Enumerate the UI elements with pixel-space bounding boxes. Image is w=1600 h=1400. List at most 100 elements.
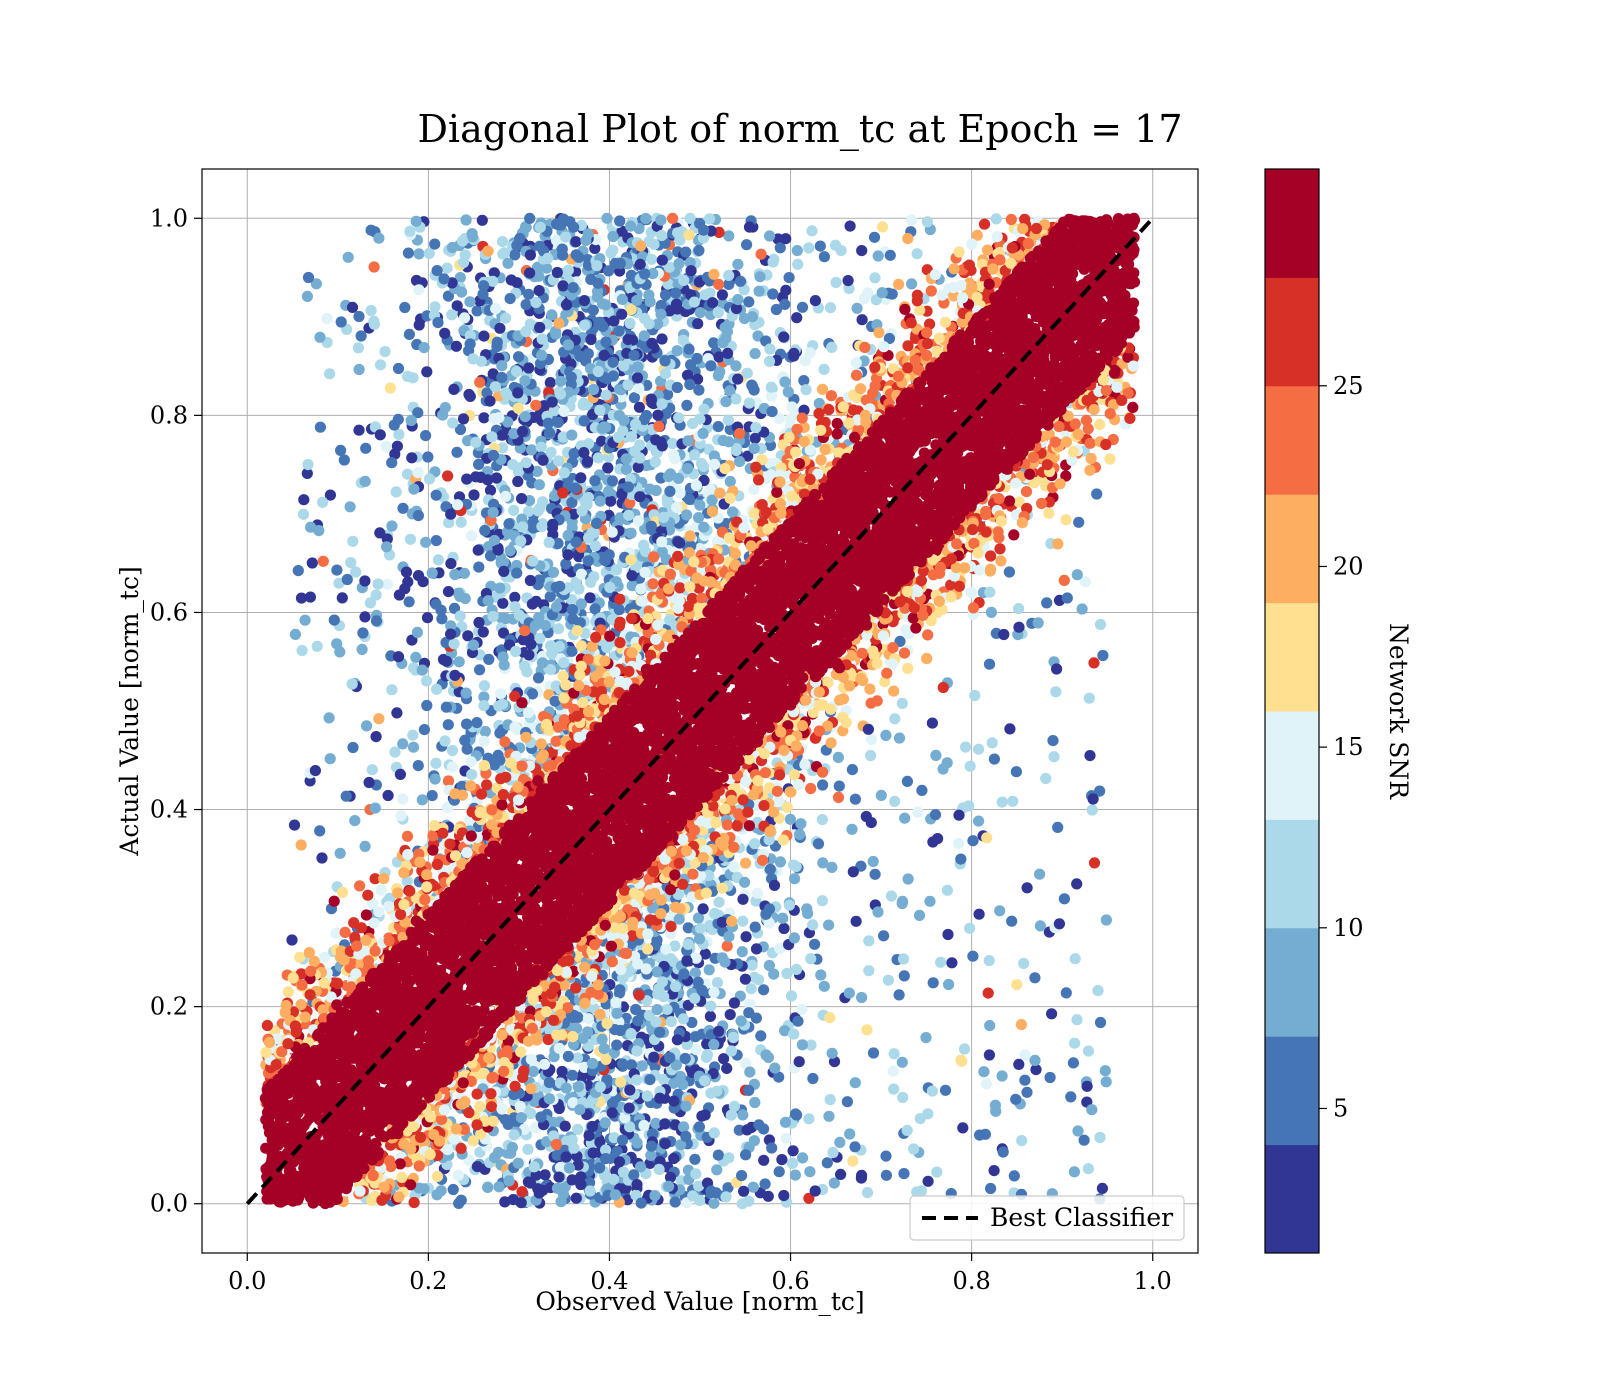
scatter-point: [736, 1170, 748, 1182]
scatter-point: [1010, 1093, 1022, 1105]
scatter-point: [579, 319, 591, 331]
scatter-point: [587, 1147, 599, 1159]
scatter-point: [592, 277, 604, 289]
scatter-point: [449, 669, 461, 682]
scatter-point: [494, 754, 506, 766]
scatter-point: [778, 922, 790, 935]
scatter-point: [1007, 795, 1019, 807]
scatter-point: [478, 735, 490, 747]
scatter-point: [324, 753, 336, 765]
scatter-point: [407, 729, 419, 741]
scatter-point: [562, 1050, 574, 1062]
scatter-point: [749, 1096, 761, 1109]
scatter-point: [700, 1051, 713, 1063]
scatter-point: [558, 467, 570, 479]
scatter-point: [829, 239, 842, 251]
scatter-point: [585, 333, 597, 346]
scatter-point: [591, 260, 603, 272]
scatter-point: [631, 294, 643, 306]
scatter-point: [674, 582, 686, 594]
scatter-point: [426, 567, 438, 579]
scatter-point: [466, 231, 479, 243]
scatter-point: [863, 935, 875, 947]
scatter-point: [600, 389, 612, 401]
scatter-point: [652, 409, 664, 421]
scatter-point: [639, 566, 651, 579]
scatter-point: [897, 1091, 909, 1104]
scatter-point: [601, 212, 613, 224]
scatter-point: [626, 570, 638, 582]
scatter-point: [778, 1189, 790, 1202]
scatter-point: [374, 527, 386, 539]
scatter-point: [1083, 692, 1095, 704]
scatter-point: [453, 656, 465, 668]
scatter-point: [421, 612, 434, 624]
scatter-point: [708, 986, 720, 998]
scatter-point: [723, 1152, 735, 1164]
scatter-point: [334, 847, 346, 859]
scatter-point: [381, 541, 393, 553]
scatter-point: [622, 334, 634, 346]
scatter-point: [683, 493, 696, 505]
scatter-point: [1052, 821, 1064, 834]
scatter-point: [798, 375, 810, 387]
scatter-point: [420, 430, 432, 442]
scatter-point: [536, 657, 549, 669]
scatter-point: [314, 331, 326, 343]
scatter-point: [532, 505, 544, 517]
scatter-point: [953, 838, 965, 850]
scatter-point: [442, 719, 454, 731]
scatter-point: [524, 267, 536, 279]
scatter-point: [508, 1129, 520, 1141]
scatter-point: [628, 1169, 640, 1181]
scatter-point: [429, 773, 441, 785]
scatter-point: [430, 489, 442, 501]
scatter-point: [750, 943, 763, 955]
scatter-point: [823, 1110, 835, 1122]
scatter-point: [435, 1185, 447, 1197]
scatter-point: [788, 932, 801, 944]
scatter-point: [309, 765, 321, 777]
scatter-point: [926, 1085, 939, 1097]
scatter-point: [743, 221, 756, 233]
scatter-point: [552, 623, 565, 635]
scatter-point: [323, 712, 335, 724]
scatter-point: [614, 215, 626, 227]
scatter-point: [774, 942, 786, 955]
scatter-point: [732, 373, 744, 385]
scatter-point: [507, 504, 520, 516]
scatter-point: [807, 919, 819, 931]
scatter-point: [953, 809, 965, 821]
scatter-point: [342, 251, 354, 263]
scatter-point: [862, 723, 875, 735]
scatter-point: [544, 427, 556, 439]
scatter-point: [789, 1169, 802, 1181]
scatter-point: [888, 685, 900, 697]
scatter-point: [796, 1039, 809, 1051]
scatter-point: [849, 1141, 861, 1153]
scatter-point: [998, 628, 1010, 641]
scatter-point: [793, 1056, 805, 1068]
scatter-point: [878, 930, 890, 942]
scatter-point: [912, 806, 924, 818]
scatter-point: [659, 1138, 671, 1150]
scatter-point: [723, 436, 735, 448]
scatter-point: [550, 1138, 563, 1151]
scatter-point: [558, 692, 570, 704]
scatter-point: [514, 1100, 526, 1112]
scatter-point: [408, 483, 420, 495]
scatter-point: [297, 508, 310, 520]
scatter-point: [955, 853, 967, 865]
scatter-point: [1015, 1019, 1027, 1031]
scatter-point: [1081, 1080, 1093, 1092]
scatter-point: [764, 343, 776, 355]
scatter-point: [338, 454, 350, 466]
scatter-point: [692, 912, 705, 924]
scatter-point: [703, 964, 715, 976]
scatter-point: [889, 713, 901, 725]
scatter-point: [800, 384, 812, 396]
scatter-point: [735, 1015, 747, 1027]
scatter-point: [960, 741, 972, 753]
scatter-point: [671, 501, 683, 513]
scatter-point: [988, 753, 1001, 765]
